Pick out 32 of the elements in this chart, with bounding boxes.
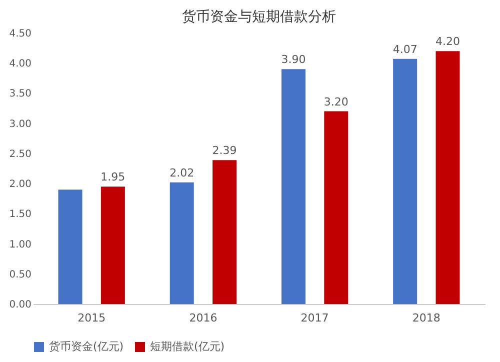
bar bbox=[58, 190, 82, 304]
legend-label: 短期借款(亿元) bbox=[150, 340, 225, 353]
data-label: 4.07 bbox=[392, 42, 418, 56]
data-label: 2.02 bbox=[170, 166, 194, 180]
y-tick-label: 3.00 bbox=[9, 118, 32, 130]
y-tick-label: 2.00 bbox=[9, 179, 32, 190]
y-tick-label: 1.00 bbox=[9, 239, 32, 250]
x-tick-label: 2016 bbox=[189, 312, 218, 324]
data-label: 4.20 bbox=[435, 35, 460, 48]
bar bbox=[436, 51, 460, 304]
y-tick-label: 0.50 bbox=[9, 269, 32, 280]
y-tick-label: 3.50 bbox=[9, 88, 32, 100]
bar bbox=[324, 111, 348, 304]
bar bbox=[393, 58, 418, 304]
y-tick-label: 4.00 bbox=[9, 58, 32, 70]
bar bbox=[170, 182, 194, 304]
y-tick-label: 4.50 bbox=[9, 28, 32, 40]
data-label: 3.20 bbox=[324, 95, 348, 108]
y-tick-label: 1.50 bbox=[9, 209, 32, 220]
chart-title: 货币资金与短期借款分析 bbox=[182, 9, 336, 25]
x-tick-label: 2015 bbox=[78, 312, 106, 324]
bar bbox=[212, 160, 237, 304]
bar bbox=[281, 69, 306, 304]
x-tick-label: 2018 bbox=[412, 312, 440, 324]
bar bbox=[100, 186, 125, 304]
x-tick-label: 2017 bbox=[300, 312, 329, 324]
data-label: 1.95 bbox=[100, 170, 126, 184]
y-tick-label: 2.50 bbox=[9, 148, 32, 160]
data-label: 3.90 bbox=[281, 53, 306, 66]
data-label: 2.39 bbox=[212, 144, 237, 158]
y-tick-label: 0.00 bbox=[9, 300, 32, 310]
legend-label: 货币资金(亿元) bbox=[49, 340, 124, 353]
